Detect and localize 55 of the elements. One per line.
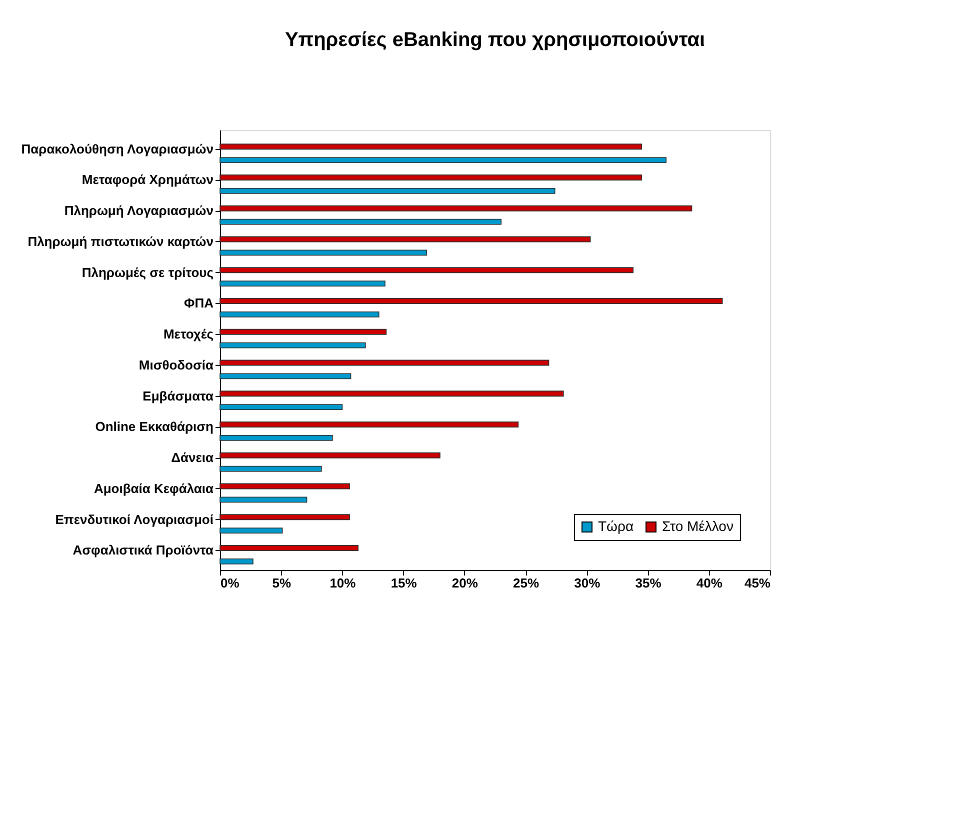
x-tick-label: 5%	[272, 576, 292, 590]
bar	[220, 236, 591, 242]
bar	[220, 188, 556, 194]
x-tick-label: 30%	[574, 576, 601, 590]
y-tick-label: Online Εκκαθάριση	[95, 419, 214, 434]
bar	[220, 157, 667, 164]
bar	[220, 514, 350, 520]
bar	[220, 328, 387, 335]
y-tick-label: Δάνεια	[171, 450, 214, 466]
bar	[220, 452, 440, 458]
x-tick-label: 40%	[696, 576, 723, 590]
x-tick-label: 25%	[513, 576, 540, 590]
y-tick-label: Παρακολούθηση Λογαριασμών	[21, 141, 214, 156]
bar	[220, 205, 692, 212]
x-tick-label: 35%	[635, 576, 662, 590]
bar	[220, 250, 427, 256]
y-tick-label: Επενδυτικοί Λογαριασμοί	[55, 512, 214, 527]
bar	[220, 545, 359, 551]
bar	[220, 390, 564, 397]
bar	[220, 174, 642, 180]
y-tick-label: Μεταφορά Χρημάτων	[82, 172, 214, 188]
y-tick-label: ΦΠΑ	[184, 296, 214, 311]
x-tick-label: 45%	[744, 576, 771, 590]
y-tick-label: Πληρωμή πιστωτικών καρτών	[28, 234, 214, 249]
y-tick-label: Πληρωμές σε τρίτους	[82, 264, 214, 280]
bar	[220, 466, 322, 472]
bar	[220, 435, 333, 441]
bar	[220, 311, 380, 318]
x-tick-label: 0%	[220, 576, 240, 590]
x-tick-label: 15%	[390, 576, 418, 590]
legend-label: Στο Μέλλον	[662, 518, 734, 534]
x-tick-label: 10%	[330, 576, 356, 590]
y-tick-label: Ασφαλιστικά Προϊόντα	[72, 542, 214, 558]
bar	[220, 558, 254, 564]
bar	[220, 528, 283, 534]
y-tick-label: Μισθοδοσία	[138, 357, 214, 372]
bar	[220, 298, 723, 304]
bar	[220, 342, 366, 348]
y-tick-label: Αμοιβαία Κεφάλαια	[94, 480, 214, 496]
bar	[220, 218, 502, 225]
bar	[220, 373, 352, 380]
bar	[220, 422, 519, 428]
x-tick-label: 20%	[452, 576, 478, 590]
bar	[220, 280, 386, 287]
y-tick-label: Μετοχές	[163, 326, 214, 342]
bar	[220, 496, 308, 503]
y-tick-label: Εμβάσματα	[142, 388, 214, 404]
bar	[220, 404, 343, 410]
bar	[220, 144, 642, 150]
bar	[220, 360, 550, 366]
chart-title: Υπηρεσίες eBanking που χρησιμοποιούνται	[284, 29, 706, 51]
legend-label: Τώρα	[598, 518, 634, 534]
bar	[220, 483, 350, 490]
bar	[220, 267, 634, 274]
y-tick-label: Πληρωμή Λογαριασμών	[64, 203, 214, 218]
